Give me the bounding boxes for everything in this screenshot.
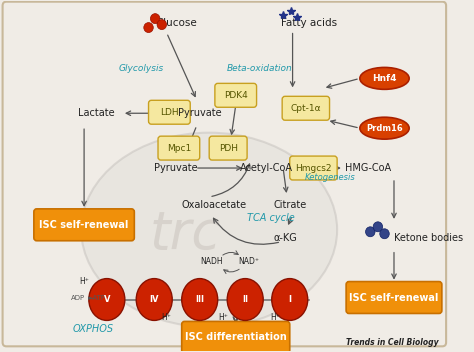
Text: Trends in Cell Biology: Trends in Cell Biology (346, 338, 438, 347)
Text: H⁺: H⁺ (219, 313, 228, 322)
Ellipse shape (272, 278, 308, 320)
Text: Hnf4: Hnf4 (372, 74, 397, 83)
FancyBboxPatch shape (2, 2, 446, 346)
Circle shape (144, 23, 153, 33)
Circle shape (157, 20, 166, 30)
FancyBboxPatch shape (158, 136, 200, 160)
Text: α-KG: α-KG (273, 233, 297, 243)
Text: Mpc1: Mpc1 (167, 144, 191, 153)
Text: Pyruvate: Pyruvate (154, 163, 198, 173)
Text: Hmgcs2: Hmgcs2 (295, 164, 332, 172)
Text: I: I (288, 295, 291, 304)
Ellipse shape (81, 133, 337, 327)
Text: II: II (242, 295, 248, 304)
Text: Ketone bodies: Ketone bodies (394, 233, 463, 243)
Circle shape (380, 229, 389, 239)
Text: III: III (195, 295, 204, 304)
Text: ►ATP: ►ATP (88, 295, 106, 301)
Text: V: V (104, 295, 110, 304)
FancyBboxPatch shape (148, 100, 190, 124)
Text: NAD⁺: NAD⁺ (238, 257, 259, 266)
Text: Beta-oxidation: Beta-oxidation (227, 64, 292, 73)
FancyBboxPatch shape (209, 136, 247, 160)
Ellipse shape (89, 278, 125, 320)
Text: ADP: ADP (72, 295, 85, 301)
Text: NADH: NADH (200, 257, 222, 266)
Text: LDH: LDH (160, 108, 179, 117)
Circle shape (150, 14, 160, 24)
Circle shape (373, 222, 383, 232)
FancyBboxPatch shape (282, 96, 329, 120)
Ellipse shape (360, 117, 409, 139)
Text: Glucose: Glucose (155, 18, 197, 27)
Text: Pyruvate: Pyruvate (178, 108, 221, 118)
Text: H⁺: H⁺ (271, 313, 281, 322)
Ellipse shape (360, 68, 409, 89)
Text: OXPHOS: OXPHOS (73, 325, 114, 334)
Text: Citrate: Citrate (273, 200, 306, 210)
Text: trc: trc (150, 209, 221, 261)
Ellipse shape (182, 278, 218, 320)
Circle shape (365, 227, 375, 237)
Text: Cpt-1α: Cpt-1α (291, 104, 321, 113)
Text: Lactate: Lactate (78, 108, 114, 118)
Text: Oxaloacetate: Oxaloacetate (182, 200, 246, 210)
FancyBboxPatch shape (290, 156, 337, 180)
FancyBboxPatch shape (215, 83, 256, 107)
Text: Prdm16: Prdm16 (366, 124, 403, 133)
Text: IV: IV (149, 295, 159, 304)
Ellipse shape (227, 278, 263, 320)
Text: ISC differentiation: ISC differentiation (185, 332, 287, 342)
FancyBboxPatch shape (346, 282, 442, 313)
Text: Glycolysis: Glycolysis (118, 64, 164, 73)
Ellipse shape (136, 278, 172, 320)
FancyBboxPatch shape (182, 321, 290, 352)
Text: ISC self-renewal: ISC self-renewal (349, 293, 438, 302)
Text: Acetyl-CoA: Acetyl-CoA (239, 163, 292, 173)
Text: H⁺: H⁺ (162, 313, 172, 322)
Text: Ketogenesis: Ketogenesis (305, 174, 356, 182)
Text: ISC self-renewal: ISC self-renewal (39, 220, 129, 230)
Text: HMG-CoA: HMG-CoA (346, 163, 392, 173)
Text: H⁺: H⁺ (79, 277, 89, 286)
Text: Fatty acids: Fatty acids (281, 18, 337, 27)
Text: TCA cycle: TCA cycle (247, 213, 295, 223)
Text: PDK4: PDK4 (224, 91, 247, 100)
Text: PDH: PDH (219, 144, 237, 153)
FancyBboxPatch shape (34, 209, 134, 241)
